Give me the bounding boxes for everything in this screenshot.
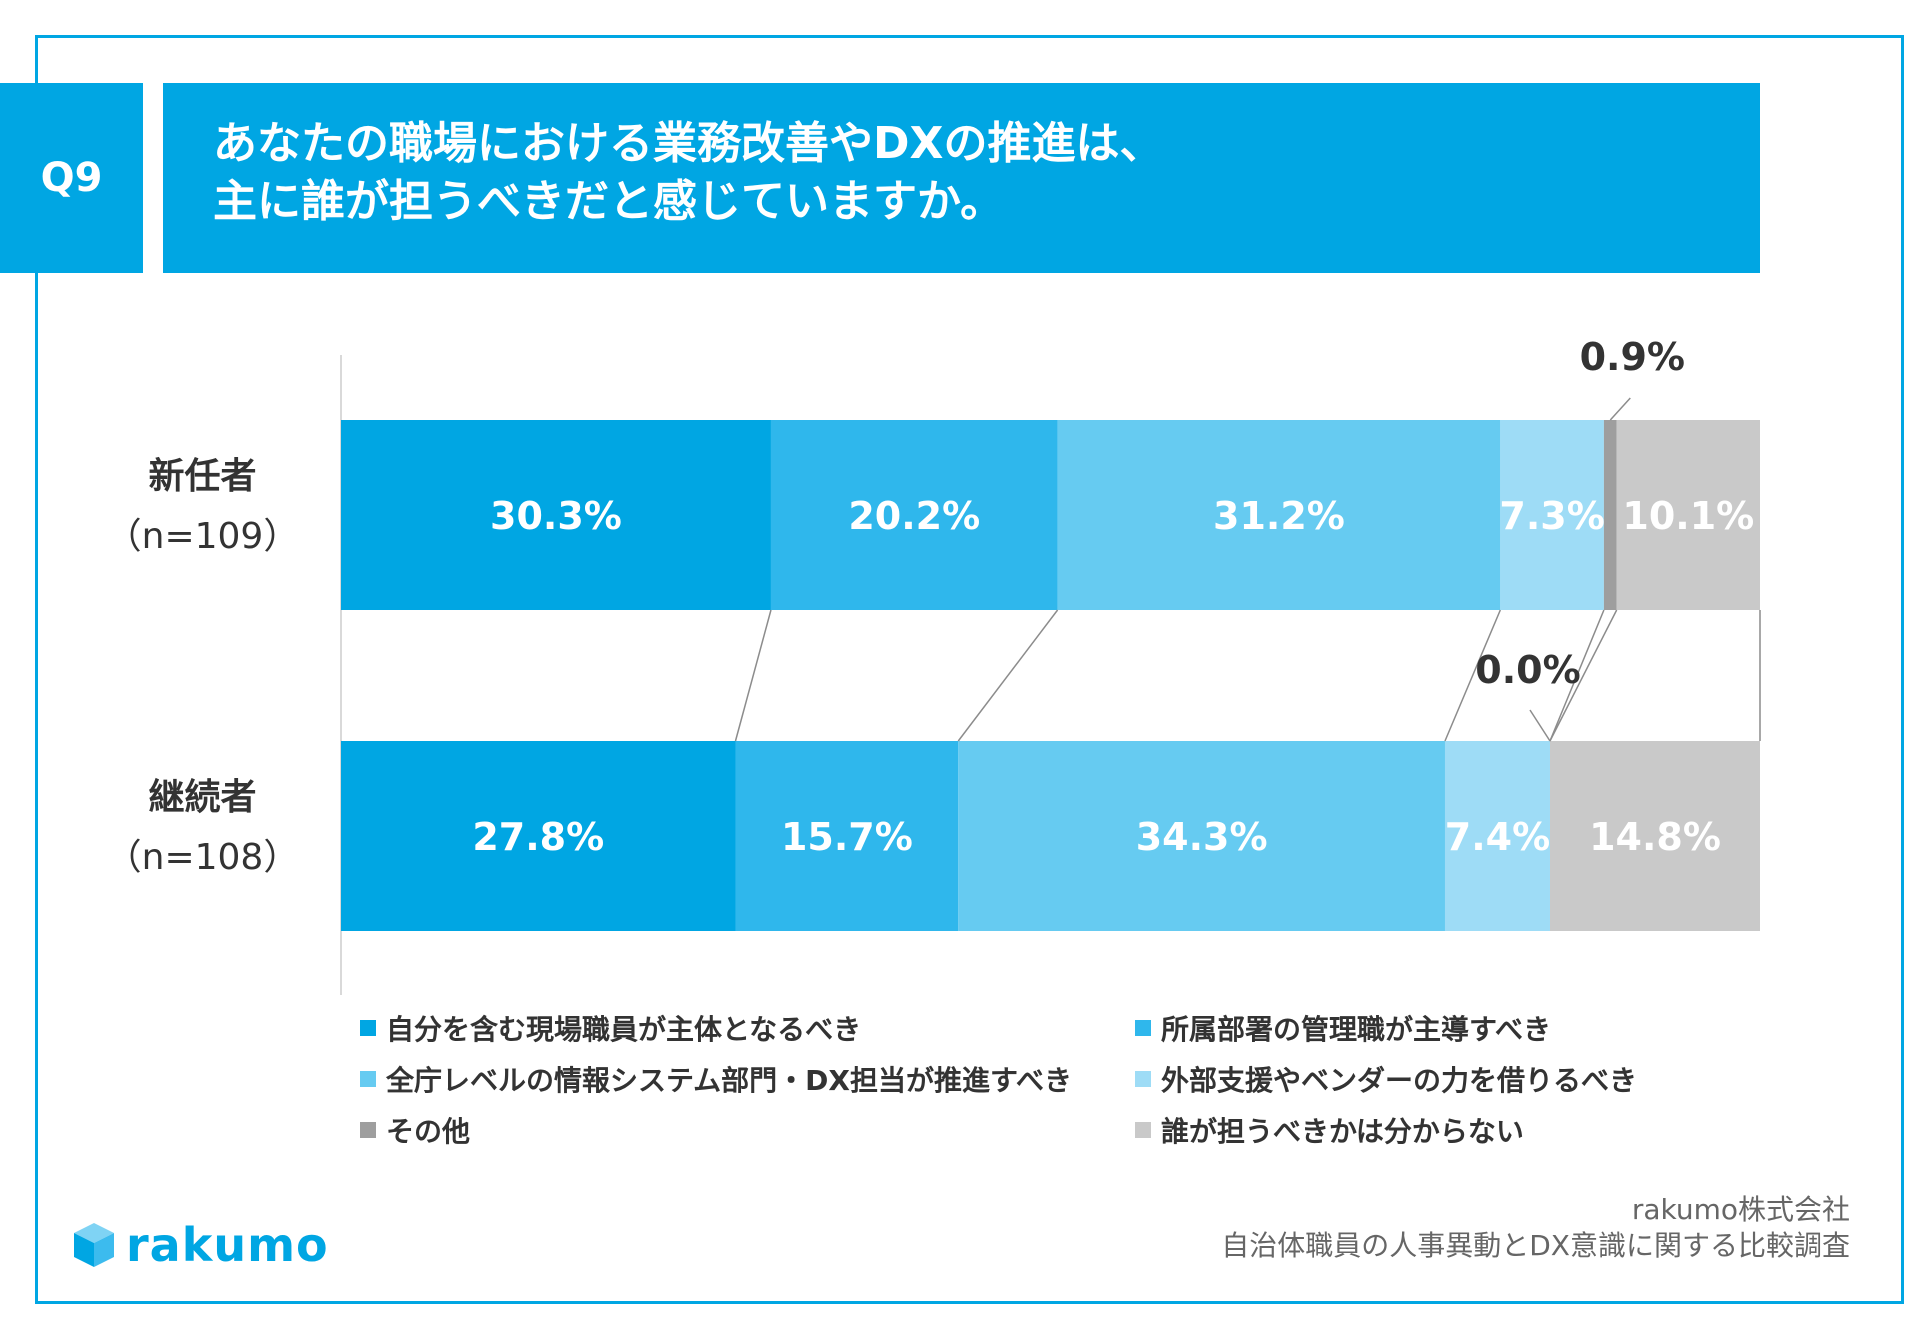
- legend-swatch: [360, 1071, 376, 1087]
- row-label-continuing: 継続者 （n=108）: [100, 768, 305, 888]
- logo-cube-icon: [74, 1223, 114, 1267]
- legend-swatch: [1135, 1122, 1151, 1138]
- bar-segment: [341, 741, 736, 931]
- bar-segment: [341, 420, 771, 610]
- source-note: rakumo株式会社 自治体職員の人事異動とDX意識に関する比較調査: [1221, 1192, 1850, 1264]
- data-label: 10.1%: [1622, 494, 1754, 538]
- chart-frame: [35, 35, 1904, 1304]
- series-connector-line: [734, 609, 772, 742]
- bar-segment: [1444, 741, 1550, 931]
- data-label: 31.2%: [1213, 494, 1345, 538]
- bar-segment: [1616, 420, 1760, 610]
- data-label: 7.3%: [1499, 494, 1604, 538]
- row-label-new: 新任者 （n=109）: [100, 447, 305, 567]
- title-line-2: 主に誰が担うべきだと感じていますか。: [213, 176, 1005, 227]
- legend-swatch: [1135, 1020, 1151, 1036]
- survey-name: 自治体職員の人事異動とDX意識に関する比較調査: [1221, 1229, 1850, 1262]
- row-count: （n=108）: [105, 837, 300, 878]
- series-connector-line: [1549, 609, 1605, 742]
- legend-item: 全庁レベルの情報システム部門・DX担当が推進すべき: [360, 1059, 1072, 1099]
- bar-segment: [735, 741, 959, 931]
- data-label: 7.4%: [1445, 815, 1550, 859]
- legend-label: 自分を含む現場職員が主体となるべき: [386, 1013, 862, 1046]
- row-count: （n=109）: [105, 516, 300, 557]
- legend-item: 自分を含む現場職員が主体となるべき: [360, 1008, 861, 1048]
- series-connector-line: [1444, 609, 1502, 742]
- legend-label: その他: [386, 1115, 471, 1148]
- data-label: 34.3%: [1136, 815, 1268, 859]
- bar-segment: [770, 420, 1058, 610]
- company-name: rakumo株式会社: [1631, 1193, 1850, 1226]
- legend-item: その他: [360, 1110, 470, 1150]
- bar-segment: [958, 741, 1445, 931]
- bar-segment: [1603, 420, 1617, 610]
- legend-label: 誰が担うべきかは分からない: [1161, 1115, 1524, 1148]
- row-name: 継続者: [148, 777, 257, 818]
- legend-item: 所属部署の管理職が主導すべき: [1135, 1008, 1551, 1048]
- legend-swatch: [360, 1122, 376, 1138]
- legend-label: 所属部署の管理職が主導すべき: [1161, 1013, 1552, 1046]
- legend-label: 全庁レベルの情報システム部門・DX担当が推進すべき: [386, 1064, 1073, 1097]
- data-label: 14.8%: [1589, 815, 1721, 859]
- legend-swatch: [1135, 1071, 1151, 1087]
- legend-swatch: [360, 1020, 376, 1036]
- rakumo-logo: rakumo: [72, 1218, 329, 1272]
- bar-segment: [1500, 420, 1604, 610]
- legend-item: 誰が担うべきかは分からない: [1135, 1110, 1524, 1150]
- data-label: 30.3%: [490, 494, 622, 538]
- bar-segment: [1549, 741, 1760, 931]
- data-label: 27.8%: [472, 815, 604, 859]
- row-name: 新任者: [148, 456, 257, 497]
- series-connector-line: [957, 609, 1059, 742]
- legend-label: 外部支援やベンダーの力を借りるべき: [1161, 1064, 1638, 1097]
- callout-leader-line: [1529, 709, 1551, 742]
- legend-item: 外部支援やベンダーの力を借りるべき: [1135, 1059, 1637, 1099]
- series-connector-line: [1549, 609, 1618, 742]
- data-label: 0.9%: [1580, 335, 1685, 379]
- data-label: 0.0%: [1475, 648, 1580, 692]
- question-badge: Q9: [0, 83, 143, 273]
- logo-text: rakumo: [126, 1218, 329, 1272]
- data-label: 20.2%: [848, 494, 980, 538]
- title-line-1: あなたの職場における業務改善やDXの推進は、: [213, 118, 1164, 169]
- bar-segment: [1057, 420, 1501, 610]
- callout-leader-line: [1609, 397, 1631, 421]
- data-label: 15.7%: [781, 815, 913, 859]
- title-bar: あなたの職場における業務改善やDXの推進は、 主に誰が担うべきだと感じていますか…: [163, 83, 1760, 273]
